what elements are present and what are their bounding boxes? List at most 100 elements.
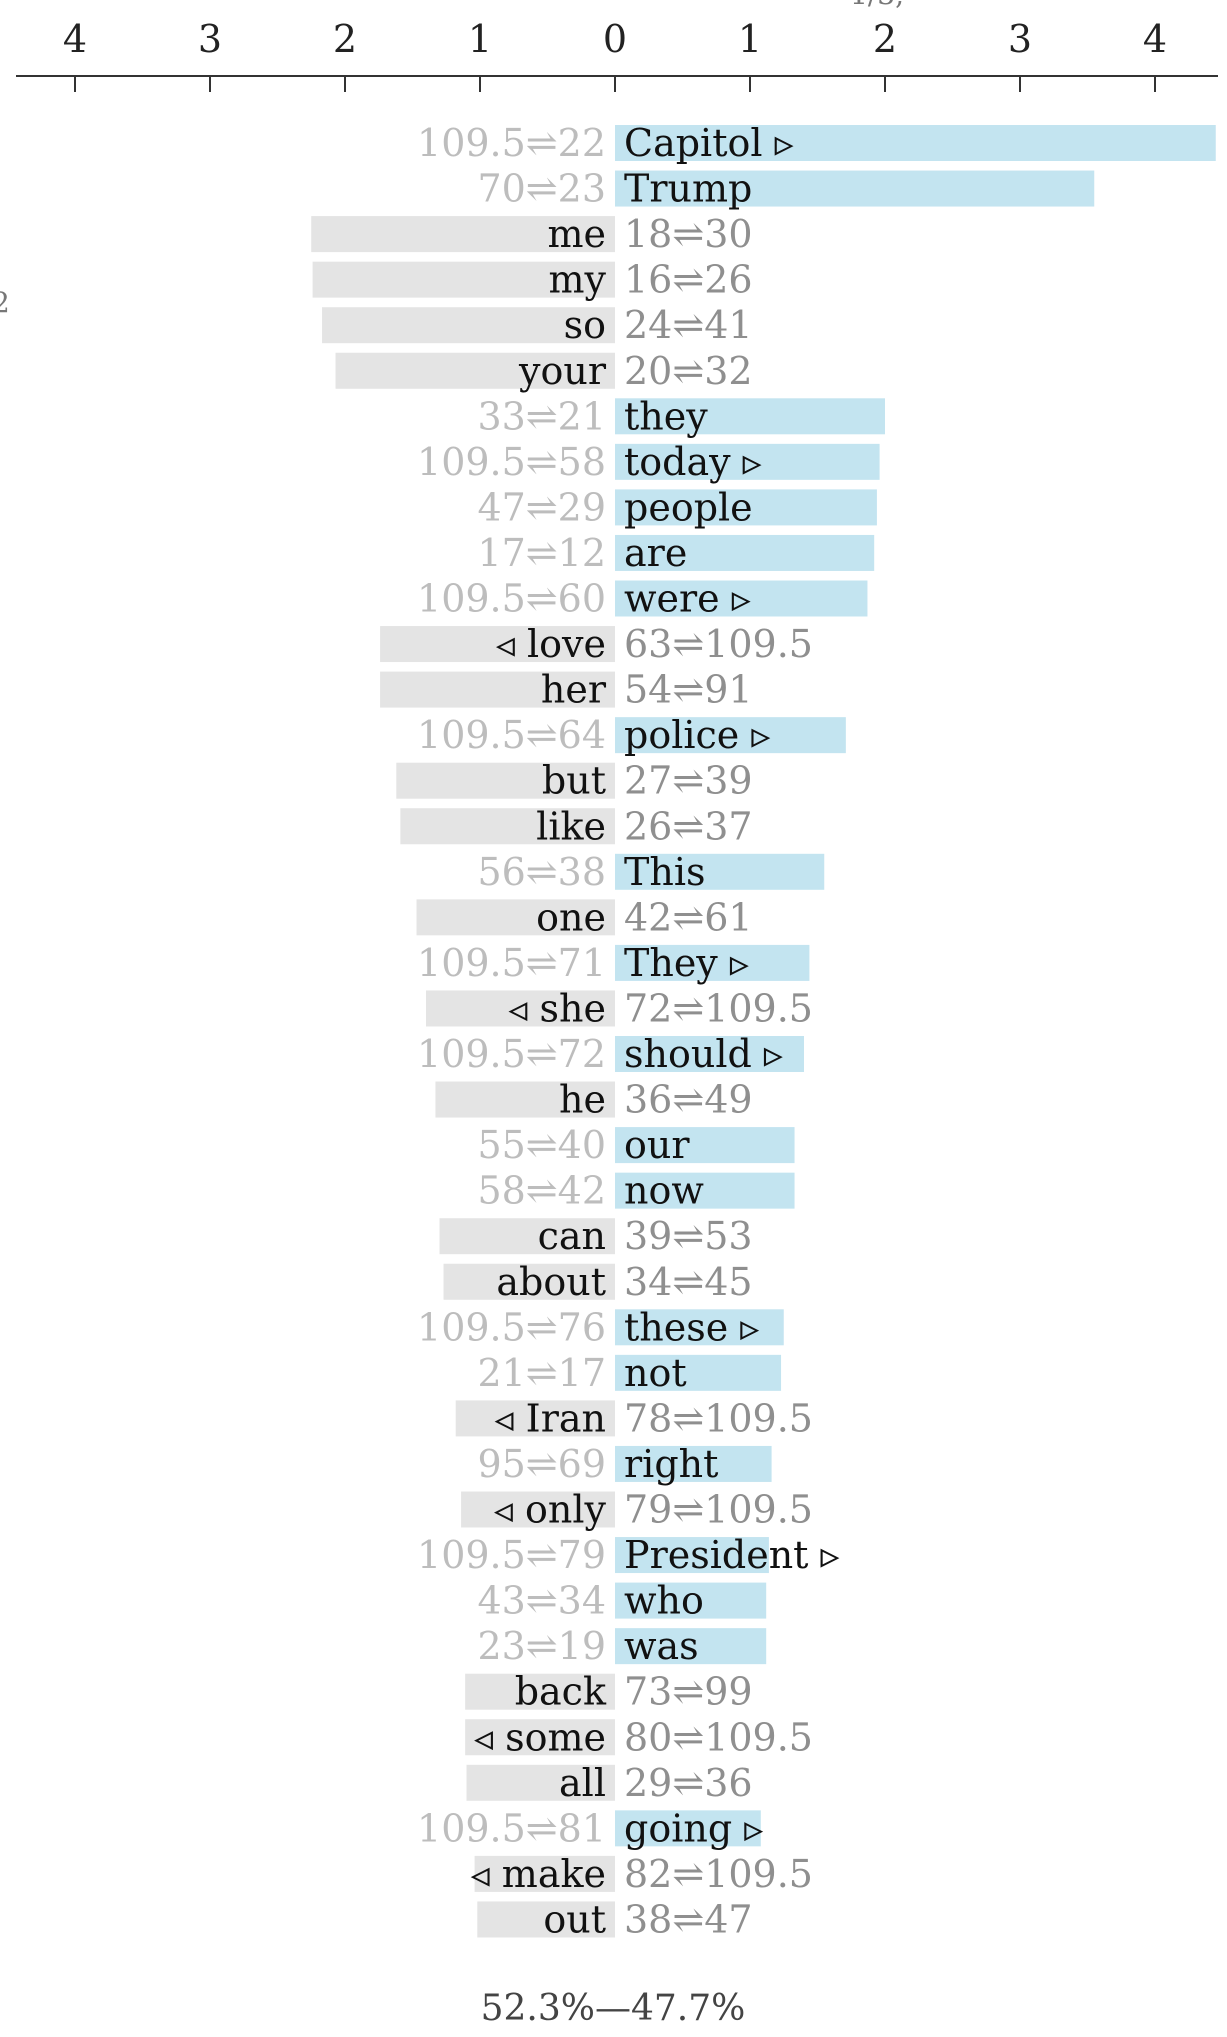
rank-label: 38⇌47 — [624, 1897, 753, 1941]
rank-label: 109.5⇌79 — [417, 1533, 606, 1577]
rank-label: 21⇌17 — [477, 1351, 606, 1395]
bar-she — [426, 990, 615, 1027]
word-label: her — [541, 668, 607, 712]
word-label: your — [518, 349, 607, 393]
rank-label: 29⇌36 — [624, 1761, 753, 1805]
balance-label: 52.3%—47.7% — [481, 1988, 746, 2029]
bar-out — [477, 1901, 615, 1938]
bar-can — [439, 1218, 615, 1255]
bar-like — [400, 808, 615, 845]
bar-me — [311, 216, 615, 253]
rank-label: 80⇌109.5 — [624, 1715, 813, 1759]
rank-label: 39⇌53 — [624, 1214, 753, 1258]
side-corner-label: 2 — [0, 286, 10, 319]
rank-label: 27⇌39 — [624, 759, 753, 803]
word-label: not — [624, 1351, 687, 1395]
bar-should — [615, 1036, 804, 1072]
x-tick-label: 1 — [468, 17, 492, 61]
top-corner-label: 1/3, — [850, 0, 904, 11]
word-label: but — [542, 759, 606, 803]
rank-label: 54⇌91 — [624, 668, 753, 712]
rank-label: 20⇌32 — [624, 349, 753, 393]
bar-president — [615, 1537, 769, 1574]
rank-label: 109.5⇌81 — [417, 1806, 606, 1850]
x-tick-label: 3 — [1008, 17, 1032, 61]
rank-label: 109.5⇌22 — [417, 121, 606, 165]
rank-label: 17⇌12 — [477, 531, 606, 575]
bar-make — [474, 1855, 615, 1892]
bar-so — [322, 307, 615, 344]
bar-only — [461, 1491, 615, 1528]
bar-today — [615, 443, 880, 480]
word-label: now — [624, 1169, 704, 1213]
bar-he — [435, 1081, 615, 1118]
word-label: were ▹ — [624, 577, 751, 621]
word-label: ◃ only — [494, 1488, 607, 1532]
bar-they — [615, 398, 885, 435]
rank-label: 42⇌61 — [624, 895, 753, 939]
bar-your — [335, 352, 615, 389]
word-label: ◃ Iran — [495, 1396, 606, 1440]
word-label: can — [538, 1214, 606, 1258]
word-label: ◃ make — [471, 1852, 606, 1896]
bar-my — [312, 261, 615, 298]
word-label: about — [496, 1260, 606, 1304]
word-label: was — [624, 1624, 699, 1668]
word-label: these ▹ — [624, 1305, 759, 1349]
x-tick-label: 0 — [603, 17, 627, 61]
word-label: one — [536, 895, 606, 939]
word-label: out — [543, 1897, 606, 1941]
word-label: people — [624, 485, 753, 529]
word-label: my — [548, 258, 606, 302]
word-label: right — [624, 1442, 718, 1486]
rank-label: 24⇌41 — [624, 303, 753, 347]
word-label: who — [624, 1579, 704, 1623]
bar-but — [396, 762, 615, 799]
word-label: going ▹ — [624, 1806, 763, 1850]
bar-these — [615, 1309, 784, 1346]
word-label: President ▹ — [624, 1533, 840, 1577]
bar-some — [465, 1719, 615, 1756]
rank-label: 47⇌29 — [477, 485, 606, 529]
rank-label: 36⇌49 — [624, 1078, 753, 1122]
rank-label: 82⇌109.5 — [624, 1852, 813, 1896]
word-label: police ▹ — [624, 713, 770, 757]
bar-layer — [311, 125, 1216, 1938]
rank-label: 109.5⇌76 — [417, 1305, 606, 1349]
word-label: like — [536, 804, 606, 848]
word-label: me — [547, 212, 606, 256]
bar-back — [465, 1673, 615, 1710]
word-label: all — [559, 1761, 606, 1805]
bar-iran — [455, 1400, 615, 1437]
word-label: should ▹ — [624, 1032, 783, 1076]
rank-label: 109.5⇌58 — [417, 440, 606, 484]
rank-label: 63⇌109.5 — [624, 622, 813, 666]
x-tick-label: 4 — [1143, 17, 1167, 61]
rank-label: 55⇌40 — [477, 1123, 606, 1167]
x-tick-label: 2 — [873, 17, 897, 61]
bar-was — [615, 1628, 767, 1665]
word-label: ◃ love — [496, 622, 606, 666]
rank-label: 95⇌69 — [477, 1442, 606, 1486]
rank-label: 109.5⇌72 — [417, 1032, 606, 1076]
rank-label: 58⇌42 — [477, 1169, 606, 1213]
x-axis: 4 3 2 1 0 1 2 3 4 — [16, 17, 1218, 92]
x-tick-label: 2 — [333, 17, 357, 61]
rank-label: 18⇌30 — [624, 212, 753, 256]
bar-one — [416, 899, 615, 936]
bar-not — [615, 1354, 782, 1391]
rank-label: 23⇌19 — [477, 1624, 606, 1668]
word-label: so — [564, 303, 606, 347]
x-tick-label: 1 — [738, 17, 762, 61]
bar-love — [380, 626, 615, 663]
word-label: They ▹ — [624, 941, 749, 985]
bar-our — [615, 1127, 795, 1164]
rank-label: 78⇌109.5 — [624, 1396, 813, 1440]
word-label: ◃ she — [508, 986, 606, 1030]
bar-are — [615, 534, 875, 571]
bar-they — [615, 944, 810, 981]
word-label: they — [624, 394, 708, 438]
word-label: Capitol ▹ — [624, 121, 794, 165]
